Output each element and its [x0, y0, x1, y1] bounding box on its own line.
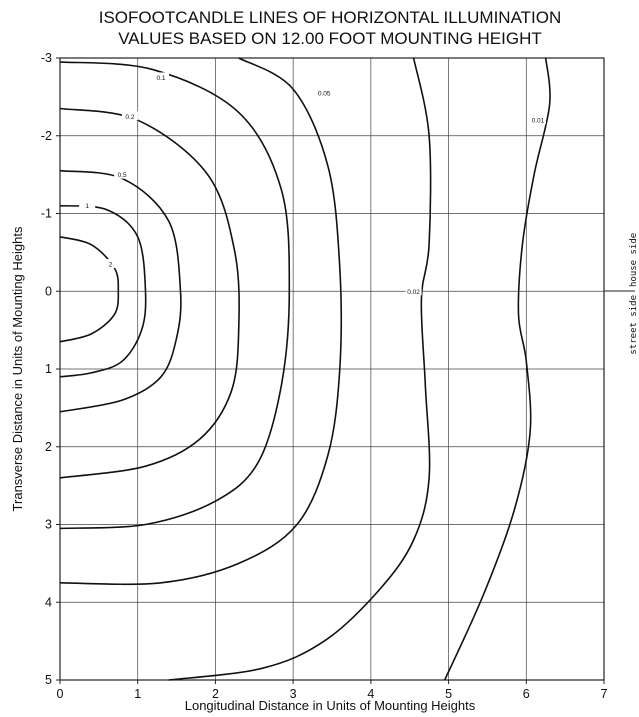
x-tick-labels: 0 1 2 3 4 5 6 7	[57, 680, 608, 701]
x-tick-label: 4	[367, 687, 374, 701]
contour-line-2	[59, 236, 120, 343]
x-tick-label: 3	[290, 687, 297, 701]
contour-line-0.5	[59, 169, 182, 413]
x-tick-label: 5	[445, 687, 452, 701]
contour-label-0.1: 0.1	[157, 75, 166, 82]
contour-line-0.1	[59, 61, 291, 530]
chart-title-line-2: VALUES BASED ON 12.00 FOOT MOUNTING HEIG…	[118, 29, 542, 48]
contour-label-0.05: 0.05	[318, 90, 331, 97]
contour-label-backdrop	[529, 115, 546, 125]
contour-label-backdrop	[102, 259, 119, 269]
contour-label-0.2: 0.2	[125, 114, 134, 121]
isofootcandle-contours: 2 1 0.5 0.2 0.1 0.05 0.02 0.01	[59, 57, 551, 681]
contour-line-1	[59, 204, 147, 378]
contour-line-0.02	[168, 57, 432, 681]
y-tick-label: 4	[45, 595, 52, 609]
contour-label-backdrop	[405, 286, 422, 296]
contour-label-0.01: 0.01	[532, 118, 545, 125]
y-axis-label: Transverse Distance in Units of Mounting…	[10, 226, 25, 511]
x-tick-label: 1	[134, 687, 141, 701]
x-axis-label: Longitudinal Distance in Units of Mounti…	[185, 698, 476, 713]
grid-lines	[60, 58, 604, 680]
y-tick-label: -1	[41, 207, 52, 221]
contour-label-backdrop	[79, 200, 96, 210]
y-tick-label: 2	[45, 440, 52, 454]
contour-line-0.01	[443, 57, 551, 681]
street-side-label: street side	[629, 295, 639, 355]
y-tick-label: 1	[45, 362, 52, 376]
contour-line-0.2	[59, 107, 240, 479]
y-tick-label: -3	[41, 51, 52, 65]
contour-label-2: 2	[109, 262, 113, 269]
x-tick-label: 0	[57, 687, 64, 701]
y-tick-label: 3	[45, 518, 52, 532]
contour-line-0.05	[59, 57, 343, 586]
contour-label-backdrop	[153, 72, 170, 82]
contour-label-backdrop	[316, 87, 333, 97]
x-tick-label: 6	[523, 687, 530, 701]
x-tick-label: 7	[601, 687, 608, 701]
contour-label-backdrop	[121, 111, 138, 121]
contour-label-1: 1	[85, 203, 89, 210]
house-side-label: house side	[629, 233, 639, 287]
y-tick-label: -2	[41, 129, 52, 143]
y-tick-label: 0	[45, 284, 52, 298]
x-tick-label: 2	[212, 687, 219, 701]
contour-label-0.5: 0.5	[118, 172, 127, 179]
y-tick-labels: -3 -2 -1 0 1 2 3 4 5	[41, 51, 60, 687]
y-tick-label: 5	[45, 673, 52, 687]
contour-label-backdrop	[114, 169, 131, 179]
contour-label-0.02: 0.02	[407, 289, 420, 296]
chart-title-line-1: ISOFOOTCANDLE LINES OF HORIZONTAL ILLUMI…	[99, 8, 562, 27]
